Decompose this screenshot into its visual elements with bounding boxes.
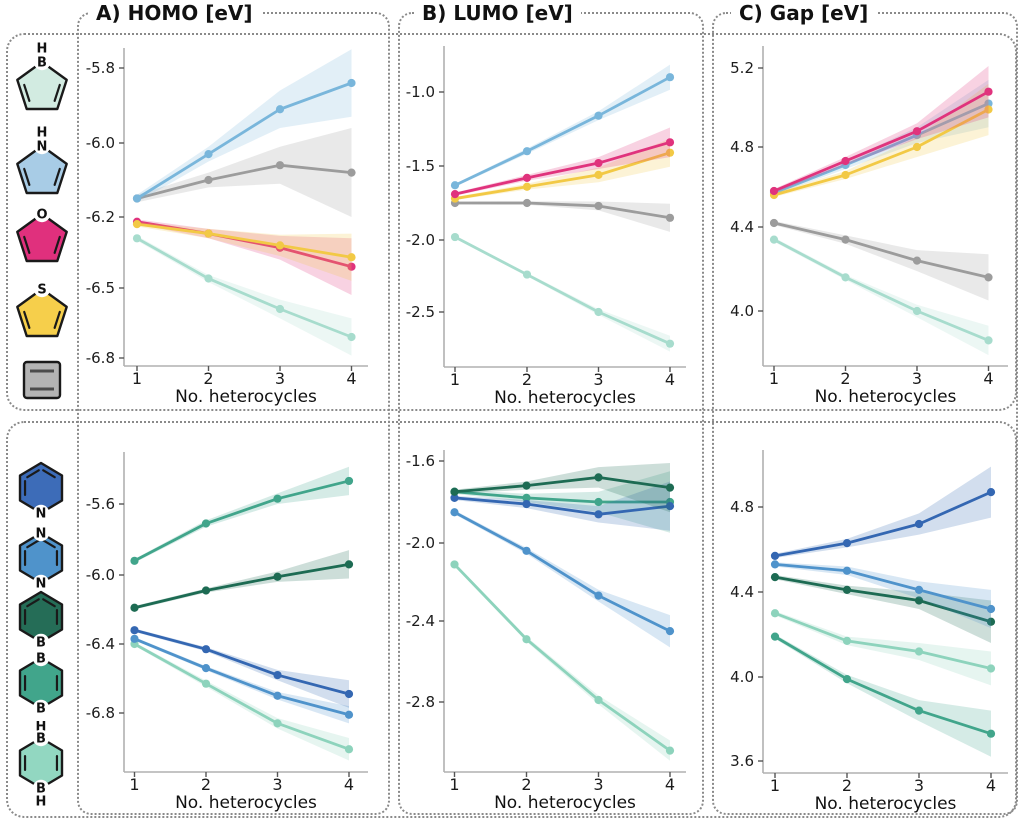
atom-label: B — [36, 702, 46, 717]
legend-icon-thiophene: S — [16, 280, 68, 338]
double-bond — [42, 539, 56, 549]
atom-label: B — [37, 56, 47, 71]
lumo-column-border — [398, 12, 704, 815]
atom-label: B — [36, 636, 46, 651]
double-bond — [53, 235, 61, 254]
double-bond — [53, 167, 61, 186]
ring-outline — [16, 212, 68, 263]
atom-label: H — [37, 42, 48, 57]
atom-notch — [32, 649, 50, 667]
atom-notch — [32, 779, 50, 797]
atom-label: S — [37, 283, 46, 298]
double-bond — [26, 539, 40, 549]
legend-icon-plain-ring — [22, 360, 62, 400]
atom-notch — [33, 205, 51, 223]
column-title-gap: C) Gap [eV] — [731, 0, 877, 26]
ring-outline — [16, 60, 68, 111]
legend-icon-borole: HB — [16, 42, 68, 111]
double-bond — [26, 469, 40, 479]
atom-notch — [32, 574, 50, 592]
double-bond — [53, 310, 61, 329]
atom-label: N — [36, 577, 47, 592]
atom-notch — [33, 280, 51, 298]
atom-notch — [33, 53, 51, 71]
atom-notch — [33, 137, 51, 155]
legend-icon-borinine: B — [18, 590, 64, 651]
atom-notch — [32, 504, 50, 522]
legend-icon-pyridine: N — [18, 461, 64, 522]
homo-column-border — [77, 12, 390, 815]
double-bond — [23, 167, 31, 186]
double-bond — [26, 598, 40, 608]
double-bond — [23, 83, 31, 102]
atom-label: H — [36, 795, 47, 807]
gap-column-border — [712, 12, 1018, 815]
double-bond — [42, 598, 56, 608]
double-bond — [23, 235, 31, 254]
column-title-homo: A) HOMO [eV] — [88, 0, 261, 26]
ring-outline — [16, 144, 68, 195]
legend-icon-furan: O — [16, 205, 68, 263]
atom-label: N — [36, 527, 47, 542]
atom-notch — [32, 633, 50, 651]
atom-notch — [32, 699, 50, 717]
ring-outline — [22, 360, 62, 400]
atom-label: H — [37, 126, 48, 141]
atom-label: B — [36, 782, 46, 797]
atom-label: O — [36, 208, 47, 223]
legend-icon-diborinine: BB — [18, 649, 64, 717]
double-bond — [42, 469, 56, 479]
atom-label: H — [36, 721, 47, 735]
atom-notch — [32, 729, 50, 747]
column-title-lumo: B) LUMO [eV] — [414, 0, 581, 26]
ring-outline — [16, 287, 68, 338]
double-bond — [23, 310, 31, 329]
atom-label: N — [36, 507, 47, 522]
atom-notch — [32, 524, 50, 542]
legend-icon-pyrrole: HN — [16, 126, 68, 195]
atom-label: N — [37, 140, 48, 155]
atom-label: B — [36, 652, 46, 667]
atom-label: B — [36, 732, 46, 747]
double-bond — [53, 83, 61, 102]
legend-icon-diazine: NN — [18, 524, 64, 592]
